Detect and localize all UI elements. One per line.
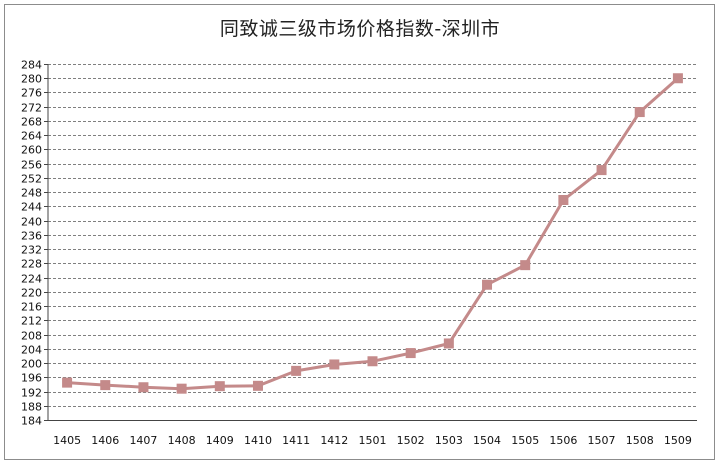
y-tick-label: 204 bbox=[21, 344, 42, 357]
y-tick-label: 196 bbox=[21, 372, 42, 385]
x-tick-label: 1506 bbox=[549, 434, 577, 447]
data-point-marker bbox=[62, 377, 73, 388]
x-tick-label: 1501 bbox=[359, 434, 387, 447]
series-line bbox=[67, 77, 679, 391]
y-tick-label: 272 bbox=[21, 102, 42, 115]
y-tick-label: 252 bbox=[21, 173, 42, 186]
y-tick-label: 228 bbox=[21, 258, 42, 271]
data-point-marker bbox=[367, 356, 378, 367]
x-tick-label: 1504 bbox=[473, 434, 501, 447]
data-point-marker bbox=[405, 348, 416, 359]
grid-layer bbox=[44, 64, 697, 421]
x-axis: 1405 1406 1407 1408 1409 1410 1411 1412 1501 1502… bbox=[53, 434, 692, 447]
y-tick-label: 244 bbox=[21, 201, 42, 214]
y-tick-label: 284 bbox=[21, 59, 42, 72]
data-point-marker bbox=[100, 380, 111, 391]
y-tick-label: 264 bbox=[21, 130, 42, 143]
y-tick-label: 184 bbox=[21, 415, 42, 428]
y-tick-label: 280 bbox=[21, 73, 42, 86]
chart-frame bbox=[4, 4, 715, 460]
y-tick-label: 192 bbox=[21, 387, 42, 400]
x-tick-label: 1503 bbox=[435, 434, 463, 447]
x-tick-label: 1409 bbox=[206, 434, 234, 447]
y-tick-label: 276 bbox=[21, 87, 42, 100]
y-tick-label: 256 bbox=[21, 159, 42, 172]
x-tick-label: 1406 bbox=[91, 434, 119, 447]
data-point-marker bbox=[634, 107, 645, 118]
data-point-marker bbox=[672, 73, 683, 84]
data-point-marker bbox=[176, 383, 187, 394]
y-tick-label: 212 bbox=[21, 315, 42, 328]
data-point-marker bbox=[138, 382, 149, 393]
data-point-marker bbox=[596, 165, 607, 176]
x-tick-label: 1509 bbox=[664, 434, 692, 447]
y-tick-label: 200 bbox=[21, 358, 42, 371]
x-tick-label: 1411 bbox=[282, 434, 310, 447]
x-tick-label: 1502 bbox=[397, 434, 425, 447]
y-tick-label: 220 bbox=[21, 287, 42, 300]
y-tick-label: 248 bbox=[21, 187, 42, 200]
y-tick-label: 188 bbox=[21, 401, 42, 414]
x-tick-label: 1408 bbox=[168, 434, 196, 447]
y-tick-label: 268 bbox=[21, 116, 42, 129]
x-tick-label: 1412 bbox=[320, 434, 348, 447]
y-axis: 1841881921962002042082122162202242282322… bbox=[21, 59, 42, 428]
data-point-marker bbox=[252, 380, 263, 391]
data-point-marker bbox=[443, 338, 454, 349]
y-tick-label: 232 bbox=[21, 244, 42, 257]
y-tick-label: 208 bbox=[21, 330, 42, 343]
data-point-marker bbox=[291, 365, 302, 376]
data-point-marker bbox=[329, 359, 340, 370]
y-tick-label: 224 bbox=[21, 273, 42, 286]
x-tick-label: 1507 bbox=[588, 434, 616, 447]
x-tick-label: 1505 bbox=[511, 434, 539, 447]
x-tick-label: 1410 bbox=[244, 434, 272, 447]
y-tick-label: 260 bbox=[21, 144, 42, 157]
data-point-marker bbox=[214, 381, 225, 392]
data-point-marker bbox=[520, 260, 531, 271]
y-tick-label: 216 bbox=[21, 301, 42, 314]
x-tick-label: 1508 bbox=[626, 434, 654, 447]
y-tick-label: 240 bbox=[21, 216, 42, 229]
data-point-marker bbox=[482, 279, 493, 290]
x-tick-label: 1407 bbox=[129, 434, 157, 447]
x-tick-label: 1405 bbox=[53, 434, 81, 447]
chart-title: 同致诚三级市场价格指数-深圳市 bbox=[219, 18, 501, 40]
y-tick-label: 236 bbox=[21, 230, 42, 243]
data-point-marker bbox=[558, 194, 569, 205]
series-layer bbox=[62, 73, 683, 394]
